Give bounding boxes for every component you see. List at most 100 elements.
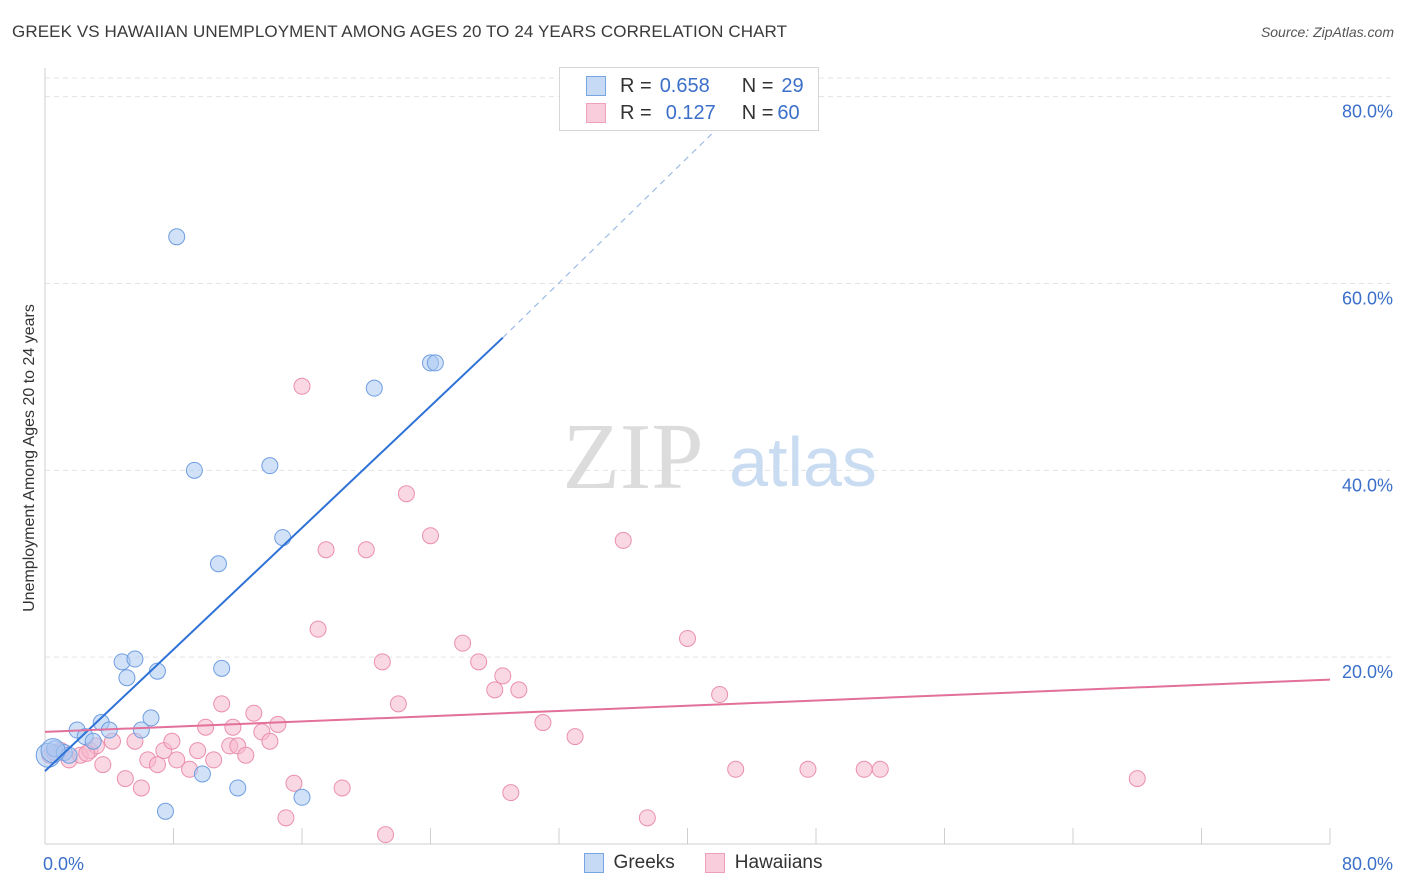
hawaiians-r-value: 0.127 xyxy=(665,101,716,124)
greeks-swatch xyxy=(586,76,606,96)
hawaiians-point-29 xyxy=(277,809,295,827)
hawaiians-point-47 xyxy=(534,714,552,732)
legend-item-hawaiians[interactable]: Hawaiians xyxy=(704,852,823,874)
tick-labels: 20.0% 40.0% 60.0% 80.0% 0.0% 80.0% xyxy=(43,102,1393,874)
chart-title: GREEK VS HAWAIIAN UNEMPLOYMENT AMONG AGE… xyxy=(12,22,788,41)
greeks-legend-label: Greeks xyxy=(613,852,675,873)
hawaiians-points xyxy=(41,377,1146,844)
y-tick-label-2: 60.0% xyxy=(1342,289,1393,309)
greeks-point-18 xyxy=(193,765,211,783)
hawaiians-point-10 xyxy=(132,779,150,797)
hawaiians-point-54 xyxy=(799,760,817,778)
hawaiians-point-15 xyxy=(168,751,186,769)
greeks-r-value: 0.658 xyxy=(659,74,710,97)
greeks-trend-line xyxy=(44,336,504,772)
hawaiians-point-38 xyxy=(389,695,407,713)
greeks-point-10 xyxy=(118,669,136,687)
greeks-point-6 xyxy=(84,732,102,750)
hawaiians-point-19 xyxy=(205,751,223,769)
hawaiians-point-12 xyxy=(148,756,166,774)
hawaiians-legend-swatch xyxy=(704,853,725,873)
hawaiians-point-28 xyxy=(269,715,287,733)
hawaiians-point-24 xyxy=(237,746,255,764)
hawaiians-point-6 xyxy=(94,756,112,774)
greeks-point-15 xyxy=(156,802,174,820)
hawaiians-point-39 xyxy=(397,485,415,503)
hawaiians-point-49 xyxy=(614,531,632,549)
greeks-r-label: R = xyxy=(620,74,652,97)
greeks-point-16 xyxy=(168,228,186,246)
hawaiians-swatch xyxy=(586,103,606,123)
hawaiians-point-43 xyxy=(486,681,504,699)
greeks-point-19 xyxy=(209,555,227,573)
hawaiians-point-48 xyxy=(566,728,584,746)
hawaiians-point-34 xyxy=(333,779,351,797)
greeks-point-12 xyxy=(132,721,150,739)
greeks-legend-swatch xyxy=(583,853,604,873)
hawaiians-r-label: R = xyxy=(620,101,652,124)
x-tick-label-1: 80.0% xyxy=(1342,854,1393,874)
hawaiians-point-44 xyxy=(494,667,512,685)
legend-row-hawaiians: R = 0.127 N = 60 xyxy=(586,100,800,126)
hawaiians-point-18 xyxy=(197,718,215,736)
greeks-point-24 xyxy=(293,788,311,806)
gridlines xyxy=(45,77,1392,658)
hawaiians-point-31 xyxy=(293,377,311,395)
hawaiians-point-45 xyxy=(502,784,520,802)
hawaiians-point-41 xyxy=(454,634,472,652)
y-tick-label-0: 20.0% xyxy=(1342,662,1393,682)
source-label: Source: ZipAtlas.com xyxy=(1260,24,1394,40)
hawaiians-point-46 xyxy=(510,681,528,699)
legend-item-greeks[interactable]: Greeks xyxy=(583,852,675,874)
hawaiians-point-52 xyxy=(711,686,729,704)
hawaiians-legend-label: Hawaiians xyxy=(734,852,823,873)
hawaiians-point-17 xyxy=(189,742,207,760)
hawaiians-point-57 xyxy=(1128,770,1146,788)
y-axis-label: Unemployment Among Ages 20 to 24 years xyxy=(21,304,38,612)
hawaiians-point-40 xyxy=(422,527,439,545)
hawaiians-point-53 xyxy=(727,760,745,778)
hawaiians-point-56 xyxy=(871,760,889,778)
greeks-n-label: N = xyxy=(741,74,774,97)
greeks-point-25 xyxy=(365,379,383,397)
greeks-point-13 xyxy=(142,709,160,727)
greeks-point-27 xyxy=(426,354,444,372)
greeks-trend-extension xyxy=(502,133,713,339)
hawaiians-point-42 xyxy=(470,653,488,671)
correlation-legend: R = 0.658 N = 29 R = 0.127 N = 60 xyxy=(559,67,819,131)
greeks-point-20 xyxy=(213,659,231,677)
watermark-zip: ZIP xyxy=(563,405,704,509)
y-tick-label-1: 40.0% xyxy=(1342,475,1393,495)
hawaiians-point-50 xyxy=(638,809,656,827)
hawaiians-point-33 xyxy=(317,541,335,559)
hawaiians-point-14 xyxy=(163,732,181,750)
hawaiians-point-36 xyxy=(373,653,391,671)
greeks-n-value: 29 xyxy=(781,74,804,97)
series-legend: Greeks Hawaiians xyxy=(0,852,1406,874)
greeks-point-21 xyxy=(229,779,247,797)
greeks-point-17 xyxy=(185,461,203,479)
legend-row-greeks: R = 0.658 N = 29 xyxy=(586,73,804,99)
hawaiians-point-51 xyxy=(679,629,696,647)
axes xyxy=(44,68,1331,845)
watermark: ZIP atlas xyxy=(563,405,877,509)
greeks-point-11 xyxy=(126,650,144,668)
greeks-point-23 xyxy=(274,529,292,547)
hawaiians-point-32 xyxy=(309,620,327,638)
hawaiians-point-22 xyxy=(224,718,242,736)
greeks-point-22 xyxy=(261,457,279,475)
trend-lines xyxy=(44,133,1331,772)
hawaiians-n-value: 60 xyxy=(777,101,800,124)
hawaiians-point-27 xyxy=(261,732,279,750)
hawaiians-point-20 xyxy=(213,695,231,713)
hawaiians-point-55 xyxy=(855,760,873,778)
hawaiians-n-label: N = xyxy=(741,101,774,124)
greeks-point-28 xyxy=(40,738,66,764)
watermark-atlas: atlas xyxy=(729,423,877,501)
x-tick-label-0: 0.0% xyxy=(43,854,84,874)
hawaiians-point-8 xyxy=(116,770,134,788)
y-tick-label-3: 80.0% xyxy=(1342,102,1393,122)
hawaiians-point-25 xyxy=(245,704,263,722)
hawaiians-point-30 xyxy=(285,774,303,792)
